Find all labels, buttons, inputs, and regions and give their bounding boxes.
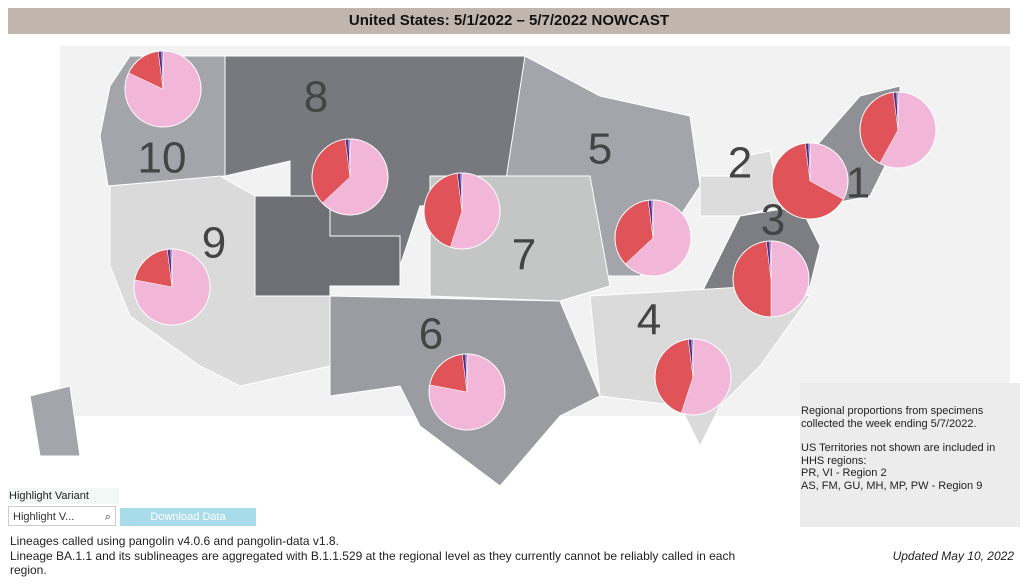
title: United States: 5/1/2022 – 5/7/2022 NOWCA… bbox=[8, 8, 1010, 34]
highlight-label: Highlight Variant bbox=[8, 488, 119, 504]
footnote: Lineages called using pangolin v4.0.6 an… bbox=[10, 534, 339, 548]
footnote: region. bbox=[10, 563, 47, 577]
region-label: 8 bbox=[304, 73, 328, 122]
highlight-input[interactable]: Highlight V... ⌕ bbox=[8, 506, 116, 526]
region-label: 3 bbox=[761, 196, 785, 245]
note-line: HHS regions: bbox=[801, 454, 867, 467]
region-label: 4 bbox=[637, 296, 661, 345]
note-line: US Territories not shown are included in bbox=[801, 442, 996, 454]
note-line: collected the week ending 5/7/2022. bbox=[801, 417, 977, 430]
pie-outline bbox=[311, 138, 389, 216]
pies bbox=[124, 50, 937, 431]
search-icon: ⌕ bbox=[104, 511, 111, 523]
region-label: 7 bbox=[512, 231, 536, 280]
note-line: PR, VI - Region 2 bbox=[801, 467, 887, 479]
pie-outline bbox=[654, 338, 732, 416]
pie-outline bbox=[124, 50, 202, 128]
pie-outline bbox=[732, 240, 810, 318]
region-label: 1 bbox=[846, 159, 870, 208]
placeholder: Highlight V... bbox=[13, 511, 75, 523]
note-box: Regional proportions from specimens colle… bbox=[800, 383, 1020, 527]
download-button[interactable]: Download Data bbox=[120, 508, 256, 526]
pie-outline bbox=[133, 248, 211, 326]
pie-outline bbox=[614, 199, 692, 277]
updated: Updated May 10, 2022 bbox=[892, 549, 1014, 563]
region-label: 6 bbox=[419, 310, 443, 359]
region-label: 10 bbox=[138, 134, 187, 183]
pie-outline bbox=[423, 172, 501, 250]
pie-outline bbox=[859, 91, 937, 169]
note-line: AS, FM, GU, MH, MP, PW - Region 9 bbox=[801, 479, 983, 492]
footnotes: Lineages called using pangolin v4.0.6 an… bbox=[10, 534, 800, 578]
footnote: Lineage BA.1.1 and its sublineages are a… bbox=[10, 548, 736, 563]
note-line: Regional proportions from specimens bbox=[801, 405, 984, 417]
region-label: 9 bbox=[202, 219, 226, 268]
region-label: 2 bbox=[728, 139, 752, 188]
pie-outline bbox=[771, 142, 849, 220]
pie-outline bbox=[428, 353, 506, 431]
region-label: 5 bbox=[588, 125, 612, 174]
